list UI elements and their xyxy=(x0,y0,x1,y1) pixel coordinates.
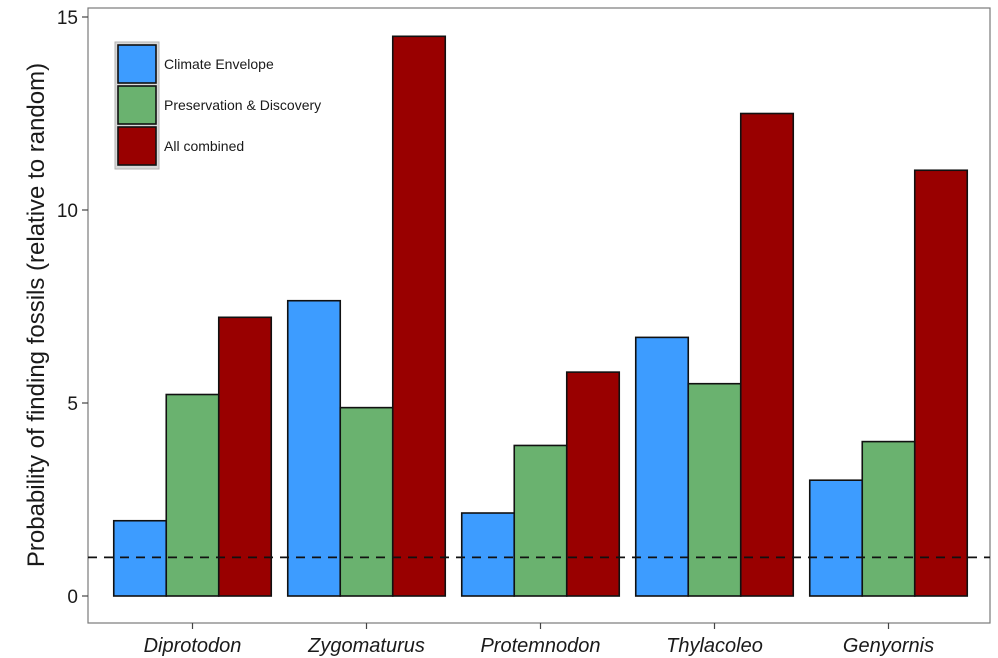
bars-layer xyxy=(112,35,969,597)
bar-diprotodon-climate-envelope xyxy=(112,519,168,597)
bar-protemnodon-preservation-discovery xyxy=(513,444,568,597)
bar-thylacoleo-preservation-discovery xyxy=(687,382,742,597)
legend-label: Climate Envelope xyxy=(164,56,274,72)
x-tick-label-thylacoleo: Thylacoleo xyxy=(666,635,763,657)
bar-zygomaturus-climate-envelope xyxy=(286,299,342,597)
legend-label: Preservation & Discovery xyxy=(164,97,321,113)
y-axis: 0 5 10 15 xyxy=(57,8,88,608)
y-tick-label: 5 xyxy=(67,394,78,415)
legend-label: All combined xyxy=(164,138,244,154)
bar-diprotodon-preservation-discovery xyxy=(165,393,220,597)
bar-protemnodon-all-combined xyxy=(565,371,621,597)
x-tick-label-diprotodon: Diprotodon xyxy=(144,635,242,657)
y-axis-title: Probability of finding fossils (relative… xyxy=(23,63,50,567)
bar-diprotodon-all-combined xyxy=(217,316,273,597)
x-tick-label-genyornis: Genyornis xyxy=(843,635,934,657)
bar-zygomaturus-all-combined xyxy=(391,35,447,597)
bar-genyornis-preservation-discovery xyxy=(861,440,916,597)
y-tick-label: 10 xyxy=(57,201,78,222)
bar-zygomaturus-preservation-discovery xyxy=(339,406,394,597)
bar-thylacoleo-all-combined xyxy=(739,112,795,597)
legend-swatch-climate-envelope xyxy=(117,44,157,84)
legend-swatch-all-combined xyxy=(117,126,157,166)
bar-protemnodon-climate-envelope xyxy=(460,512,516,597)
bar-genyornis-all-combined xyxy=(913,169,969,597)
x-axis: Diprotodon Zygomaturus Protemnodon Thylacol… xyxy=(144,623,934,657)
legend-swatch-preservation-discovery xyxy=(117,85,157,125)
x-tick-label-zygomaturus: Zygomaturus xyxy=(307,635,425,657)
bar-genyornis-climate-envelope xyxy=(808,479,864,597)
y-tick-label: 15 xyxy=(57,8,78,29)
y-tick-label: 0 xyxy=(67,587,78,608)
legend: Climate Envelope Preservation & Discovery… xyxy=(114,41,321,170)
x-tick-label-protemnodon: Protemnodon xyxy=(480,635,600,657)
